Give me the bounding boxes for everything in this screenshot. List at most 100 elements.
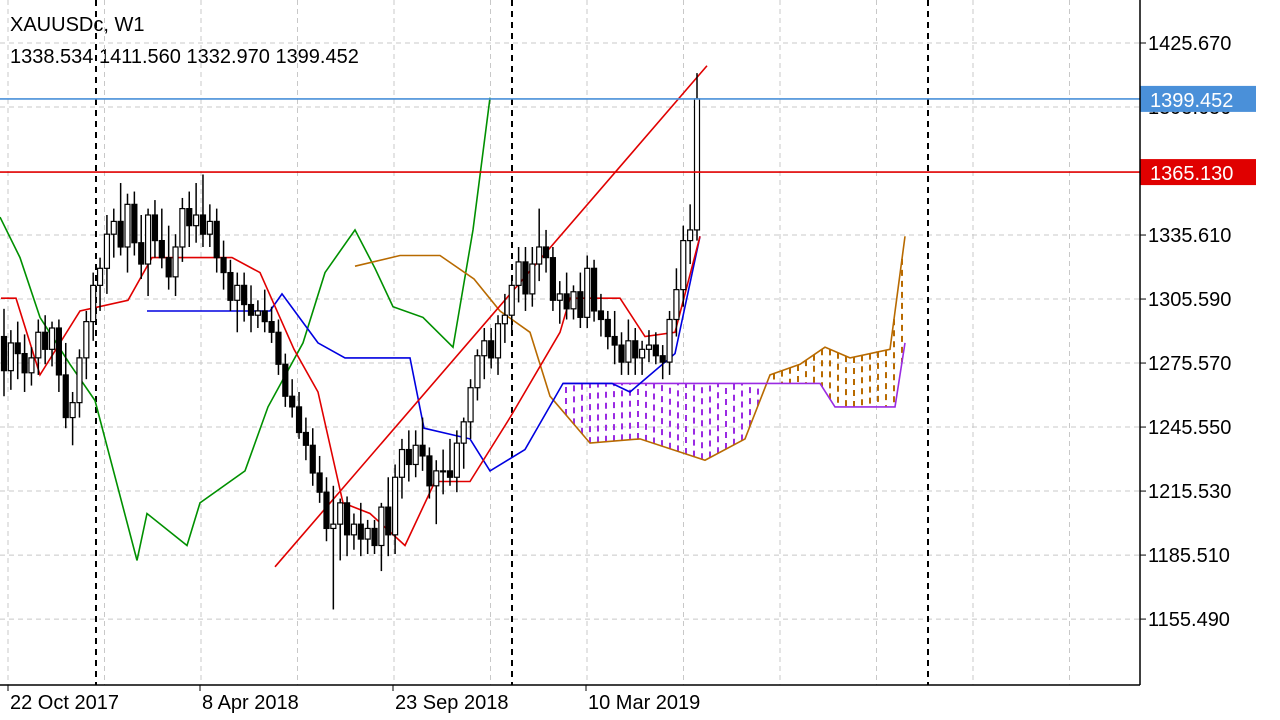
candle	[323, 477, 330, 542]
candle-body	[309, 444, 316, 474]
candle	[206, 204, 213, 247]
y-tick-label: 1335.610	[1148, 225, 1231, 247]
candle	[645, 330, 653, 363]
candle-body	[343, 502, 351, 536]
candle-body	[316, 472, 323, 493]
candle	[604, 310, 611, 350]
candle-body	[158, 239, 165, 259]
chart-symbol-title: XAUUSDc, W1	[10, 14, 145, 36]
candle	[21, 334, 28, 392]
candle	[426, 447, 433, 499]
candle-body	[508, 284, 515, 316]
candle-body	[0, 335, 8, 372]
candle	[48, 321, 56, 367]
senkou-span-b-line	[563, 342, 906, 408]
candle	[124, 193, 131, 273]
candle	[590, 259, 598, 322]
candle-body	[652, 344, 659, 357]
candle-body	[687, 229, 694, 242]
candle	[536, 208, 543, 282]
candle-body	[213, 220, 220, 259]
candle	[295, 391, 303, 439]
candle	[76, 349, 83, 418]
candle-body	[412, 444, 419, 466]
candle-body	[103, 233, 111, 269]
candle	[440, 449, 447, 495]
candle	[412, 430, 419, 478]
candle	[316, 455, 323, 503]
candle-body	[460, 421, 467, 444]
candle-body	[680, 239, 687, 291]
candle-body	[144, 214, 152, 265]
candle	[261, 289, 268, 333]
candle-body	[590, 267, 598, 312]
candlesticks	[0, 73, 701, 610]
candle-body	[549, 257, 557, 301]
candle-body	[398, 448, 406, 478]
candle	[282, 353, 289, 407]
candle	[522, 246, 529, 311]
candle-body	[625, 340, 632, 363]
candle	[103, 215, 111, 294]
candle-body	[7, 342, 14, 372]
candle	[570, 285, 577, 320]
candle	[69, 391, 76, 446]
x-tick-label: 8 Apr 2018	[202, 692, 299, 714]
candle	[639, 340, 646, 375]
candle-body	[275, 331, 282, 365]
candle	[55, 319, 62, 392]
chart-grid	[0, 0, 1140, 685]
candle	[542, 229, 550, 273]
candle	[556, 281, 563, 324]
candle-body	[385, 506, 392, 536]
candle-body	[302, 431, 310, 446]
candle	[364, 519, 371, 555]
candle	[474, 349, 481, 401]
candle-body	[55, 327, 62, 376]
candle	[611, 310, 618, 365]
candle-body	[193, 214, 200, 227]
candle-body	[378, 506, 385, 547]
price-label-text: 1365.130	[1150, 163, 1233, 185]
y-tick-label: 1215.530	[1148, 481, 1231, 503]
candle-body	[206, 220, 213, 235]
candle	[110, 208, 117, 258]
candle	[391, 464, 399, 555]
candle-body	[199, 214, 207, 235]
candle	[254, 300, 261, 329]
candle-body	[426, 455, 433, 487]
candle-body	[584, 267, 591, 318]
candle	[405, 430, 412, 482]
x-tick-label: 22 Oct 2017	[10, 692, 119, 714]
candle-body	[522, 261, 529, 295]
candle	[35, 319, 42, 375]
candle-body	[69, 402, 76, 419]
candle	[289, 379, 296, 418]
candle	[687, 204, 694, 265]
candle-body	[35, 331, 42, 359]
price-label-text: 1399.452	[1150, 90, 1233, 112]
candle	[138, 215, 145, 279]
candle-body	[488, 340, 495, 359]
candle	[446, 438, 454, 486]
candle-body	[282, 363, 289, 397]
candle-body	[364, 527, 371, 540]
ichimoku-cloud	[565, 258, 903, 460]
x-tick-label: 10 Mar 2019	[588, 692, 700, 714]
candle	[234, 272, 241, 333]
candle	[117, 183, 124, 256]
candle	[673, 268, 680, 337]
candle	[343, 496, 351, 557]
candle	[659, 345, 666, 380]
candle-body	[179, 208, 186, 248]
candle-body	[28, 357, 35, 374]
candle	[275, 319, 282, 375]
candle-body	[604, 318, 611, 338]
y-tick-label: 1275.570	[1148, 353, 1231, 375]
candle-body	[234, 284, 241, 301]
candle	[186, 191, 193, 247]
candle-body	[556, 293, 563, 301]
candle	[652, 332, 659, 365]
candle-body	[337, 502, 344, 525]
